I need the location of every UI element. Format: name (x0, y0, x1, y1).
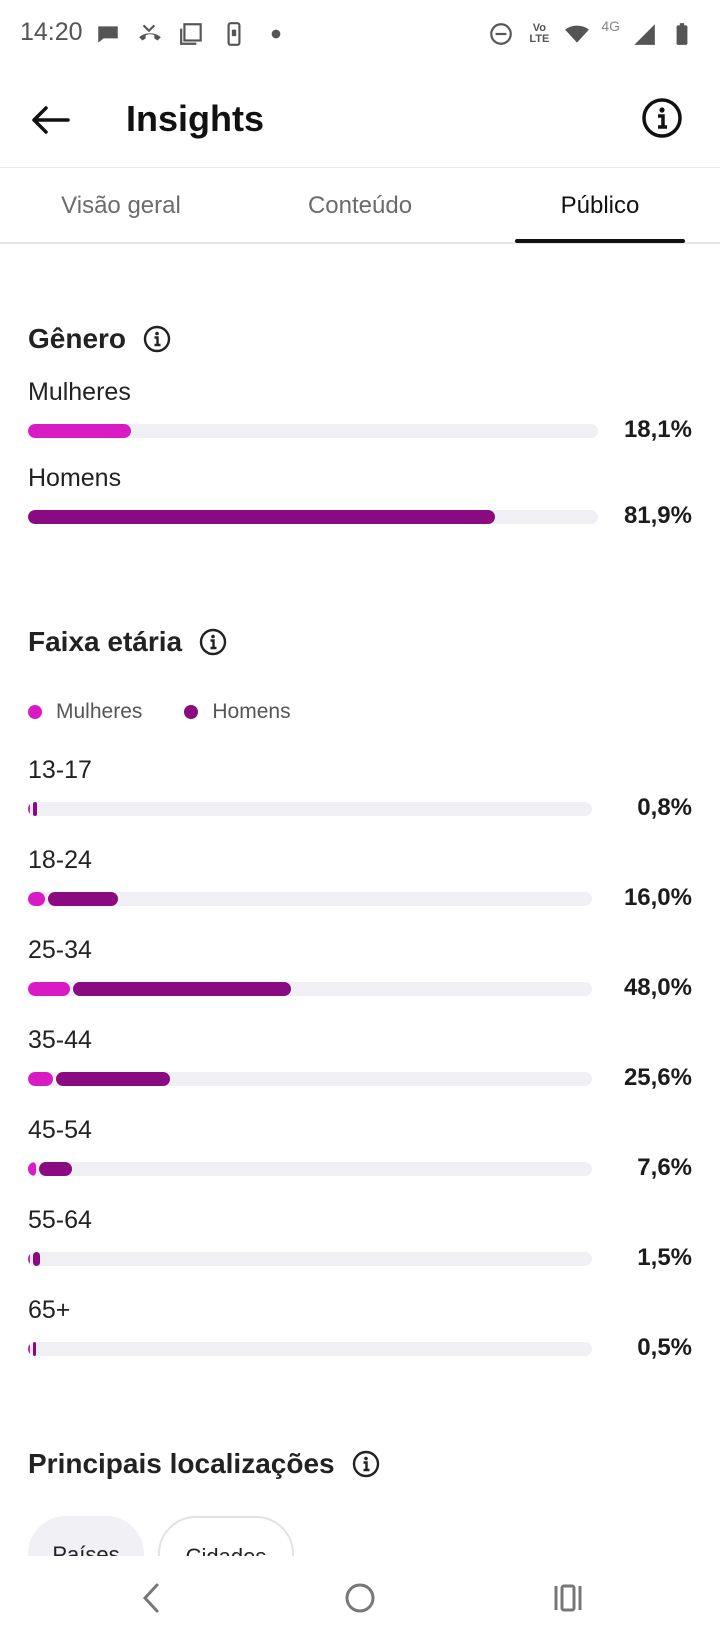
age-bar-women (28, 1162, 36, 1176)
age-bar-men (38, 1162, 73, 1176)
nav-recents-button[interactable] (544, 1574, 592, 1622)
age-bar-women (28, 982, 70, 996)
wifi-icon (563, 20, 591, 48)
status-bar: 14:20 Vo LTE 4G (0, 0, 720, 72)
system-nav-bar (0, 1556, 720, 1640)
age-bar-track (28, 1072, 592, 1086)
gender-section-title: Gênero (28, 323, 172, 355)
back-nav-icon (142, 1583, 159, 1613)
gender-title: Gênero (28, 323, 127, 354)
phone-icon (220, 20, 248, 48)
chat-icon (94, 20, 122, 48)
age-bar-men (55, 1072, 170, 1086)
volte-icon: Vo LTE (525, 20, 553, 48)
age-row-percent: 0,5% (637, 1334, 692, 1361)
battery-icon (668, 20, 696, 48)
gender-row-label: Mulheres (28, 378, 131, 406)
active-tab-indicator (515, 239, 685, 243)
network-type: 4G (601, 18, 620, 34)
missed-call-icon (136, 20, 164, 48)
gender-bar-fill (28, 424, 132, 438)
age-row-label: 13-17 (28, 756, 92, 784)
locations-title: Principais localizações (28, 1448, 335, 1479)
age-bar-men (33, 1252, 40, 1266)
do-not-disturb-icon (487, 20, 515, 48)
age-bar-women (28, 1252, 30, 1266)
dot-icon (262, 20, 290, 48)
info-icon (642, 98, 682, 138)
age-bar-track (28, 802, 592, 816)
age-bar-track (28, 1162, 592, 1176)
app-bar: Insights (0, 72, 720, 168)
age-row-label: 65+ (28, 1296, 71, 1324)
gender-row-label: Homens (28, 464, 122, 492)
age-bar-men (33, 802, 37, 816)
age-section-title: Faixa etária (28, 626, 228, 658)
back-button[interactable] (24, 94, 76, 146)
legend-women-label: Mulheres (56, 700, 143, 723)
legend-men-label: Homens (212, 700, 291, 723)
nav-back-button[interactable] (128, 1574, 176, 1622)
info-icon[interactable] (198, 627, 228, 657)
age-bar-women (28, 892, 46, 906)
gender-bar-track (28, 424, 598, 438)
age-row-percent: 7,6% (637, 1154, 692, 1181)
age-row-percent: 48,0% (623, 974, 692, 1001)
age-legend: Mulheres Homens (28, 700, 333, 724)
age-bar-track (28, 892, 592, 906)
gender-row-percent: 81,9% (623, 502, 692, 529)
nav-home-button[interactable] (336, 1574, 384, 1622)
locations-section-title: Principais localizações (28, 1448, 381, 1480)
tab-visao-geral[interactable]: Visão geral (61, 192, 181, 219)
signal-icon (630, 20, 658, 48)
legend-dot-men (184, 705, 199, 719)
volte-top-label: Vo (532, 22, 546, 34)
age-row-percent: 1,5% (637, 1244, 692, 1271)
gender-bar-fill (28, 510, 495, 524)
age-bar-women (28, 1342, 30, 1356)
recents-nav-icon (554, 1584, 582, 1612)
age-row-label: 45-54 (28, 1116, 92, 1144)
age-bar-men (72, 982, 291, 996)
age-row-percent: 25,6% (623, 1064, 692, 1091)
age-row-label: 18-24 (28, 846, 92, 874)
arrow-left-icon (32, 106, 70, 134)
tab-bar: Visão geral Conteúdo Público (0, 168, 720, 244)
info-button[interactable] (640, 96, 688, 144)
age-bar-track (28, 1252, 592, 1266)
legend-men: Homens (184, 700, 291, 724)
home-nav-icon (345, 1583, 375, 1613)
gender-row-percent: 18,1% (623, 416, 692, 443)
age-bar-women (28, 1072, 53, 1086)
age-row-label: 25-34 (28, 936, 92, 964)
legend-dot-women (28, 705, 42, 719)
age-row-percent: 16,0% (623, 884, 692, 911)
info-icon[interactable] (142, 324, 172, 354)
age-row-label: 35-44 (28, 1026, 92, 1054)
screenshot-icon (178, 20, 206, 48)
status-left-icons (94, 20, 290, 48)
page-title: Insights (126, 98, 265, 139)
age-bar-track (28, 1342, 592, 1356)
status-time: 14:20 (20, 18, 83, 46)
legend-women: Mulheres (28, 700, 142, 724)
status-right-icons: Vo LTE 4G (487, 18, 696, 48)
tab-publico[interactable]: Público (560, 192, 640, 219)
age-bar-men (48, 892, 118, 906)
age-row-label: 55-64 (28, 1206, 92, 1234)
gender-bar-track (28, 510, 598, 524)
tab-conteudo[interactable]: Conteúdo (307, 192, 413, 219)
age-title: Faixa etária (28, 626, 183, 657)
age-row-percent: 0,8% (637, 794, 692, 821)
age-bar-men (33, 1342, 36, 1356)
age-bar-track (28, 982, 592, 996)
info-icon[interactable] (351, 1449, 381, 1479)
age-bar-women (28, 802, 30, 816)
volte-bottom-label: LTE (529, 33, 550, 45)
